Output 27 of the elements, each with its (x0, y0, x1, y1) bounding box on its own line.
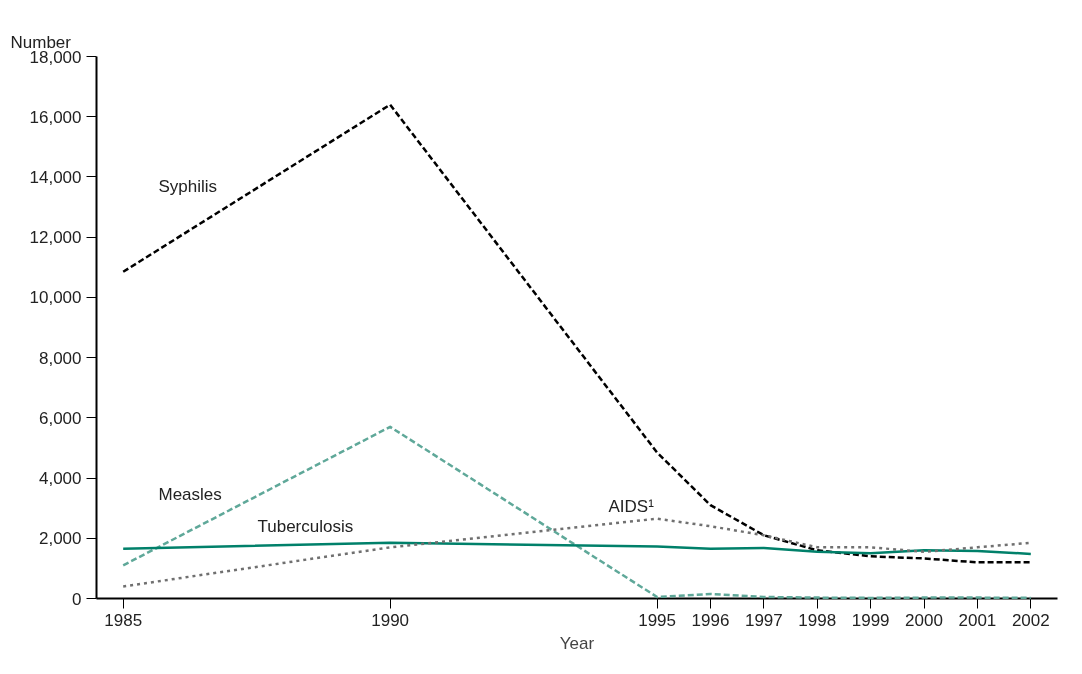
y-tick-label: 10,000 (29, 288, 82, 308)
y-tick-label: 4,000 (38, 469, 82, 489)
line-series (121, 541, 1033, 556)
x-tick-label: 1985 (104, 610, 143, 630)
x-tick-label: 1998 (798, 610, 837, 630)
x-tick-label: 2001 (958, 610, 997, 630)
annotation: Tuberculosis (257, 517, 354, 536)
y-tick-label: 14,000 (29, 167, 82, 187)
y-tick-label: 0 (72, 589, 82, 609)
y-tick-label: 16,000 (29, 107, 82, 127)
line-series (121, 425, 1033, 600)
line-series (121, 103, 1033, 564)
annotation: Measles (158, 485, 222, 504)
y-tick-label: 8,000 (38, 348, 82, 368)
x-tick-label: 2002 (1011, 610, 1050, 630)
x-tick-label: 1999 (851, 610, 890, 630)
x-axis-title: Year (559, 633, 595, 653)
annotation: AIDS¹ (608, 497, 655, 516)
y-tick-label: 6,000 (38, 408, 82, 428)
x-tick-label: 1995 (638, 610, 676, 630)
x-tick-label: 1990 (371, 610, 410, 630)
annotation: Syphilis (158, 177, 218, 196)
x-tick-label: 2000 (905, 610, 943, 630)
x-tick-label: 1996 (691, 610, 730, 630)
y-tick-label: 2,000 (38, 529, 82, 549)
y-tick-label: 12,000 (29, 228, 82, 248)
x-tick-label: 1997 (744, 610, 783, 630)
